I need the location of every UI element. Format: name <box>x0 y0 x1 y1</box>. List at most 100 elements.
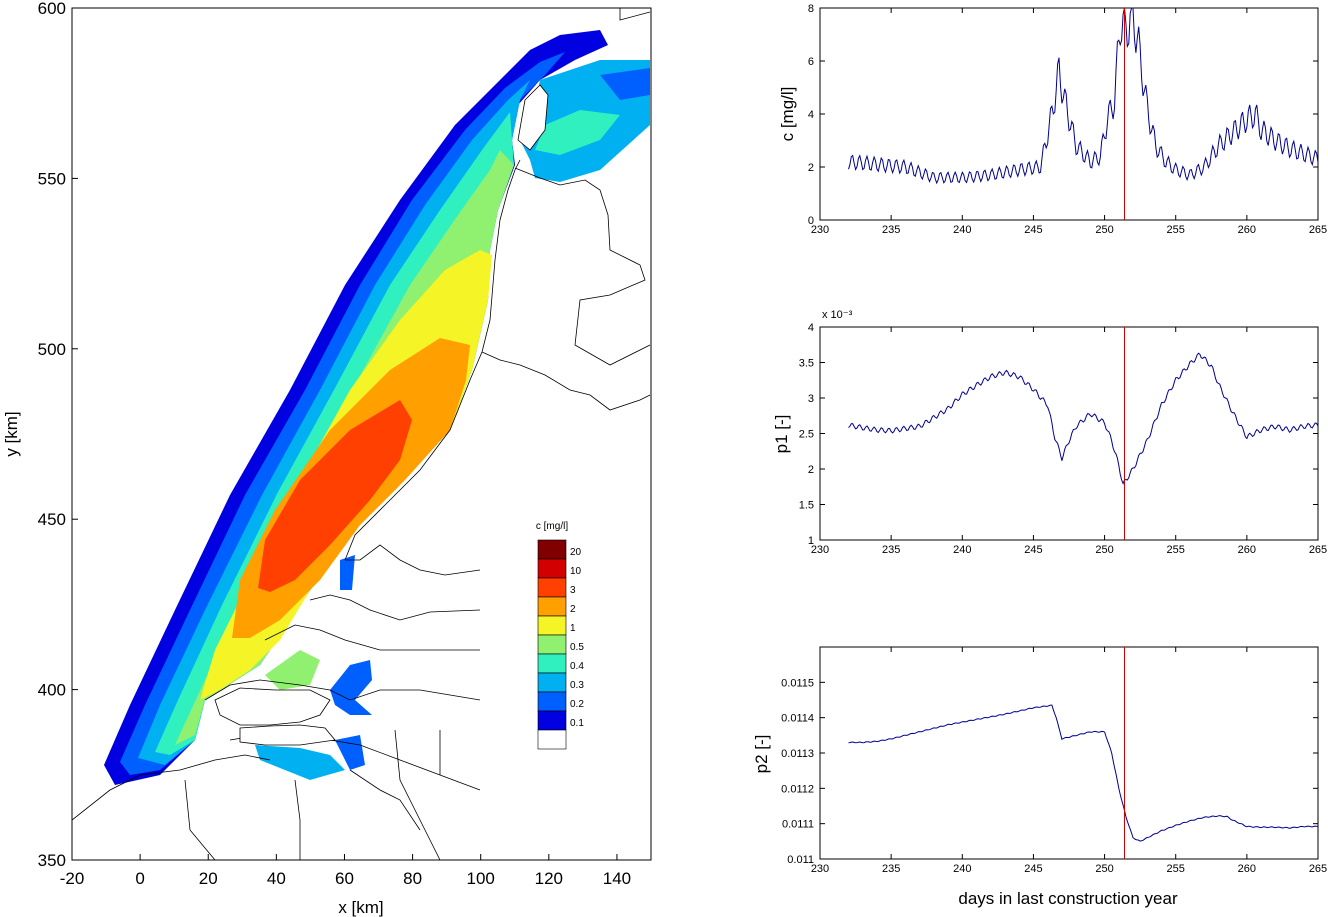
estuary-patch-3 <box>335 735 365 770</box>
wadden-patch-light <box>535 110 620 155</box>
map-contours <box>72 8 651 860</box>
map-axes-box <box>71 7 652 861</box>
colorbar-label: 2 <box>570 604 576 615</box>
x-tick-label: 230 <box>811 224 829 236</box>
x-tick-label: 240 <box>953 863 971 875</box>
map-y-axis-label: y [km] <box>2 411 21 456</box>
x-tick-label: 265 <box>1309 863 1327 875</box>
x-tick-label: 255 <box>1167 544 1185 556</box>
x-tick-label: 260 <box>1238 224 1256 236</box>
x-tick-label: 230 <box>811 544 829 556</box>
colorbar: c [mg/l] 20 10 3 2 1 0.5 0.4 0.3 0.2 0.1 <box>536 521 584 750</box>
map-x-tick-label: 40 <box>267 869 286 888</box>
c-axis-ticks: 230 235 240 245 250 255 260 265 0 2 4 6 8 <box>808 3 1327 236</box>
map-y-ticks: 350 400 450 500 550 600 <box>38 0 78 870</box>
colorbar-swatch <box>537 615 567 636</box>
wadden-patch-inner <box>600 68 650 100</box>
map-x-tick-label: -20 <box>60 869 85 888</box>
map-y-tick-label: 500 <box>38 340 66 359</box>
p2-axis-ticks: 230 235 240 245 250 255 260 265 0.011 0.0111 0.011… <box>781 647 1327 875</box>
map-x-axis-label: x [km] <box>338 898 383 917</box>
texel-island <box>517 84 549 151</box>
y-tick-label: 1 <box>808 535 814 547</box>
colorbar-label: 0.3 <box>570 680 584 691</box>
y-tick-label: 6 <box>808 56 814 68</box>
y-tick-label: 0.011 <box>787 854 814 866</box>
colorbar-label: 0.1 <box>570 718 584 729</box>
colorbar-label: 0.5 <box>570 642 584 653</box>
y-tick-label: 2 <box>808 464 814 476</box>
estuary-patch-2 <box>255 745 345 780</box>
x-tick-label: 255 <box>1167 224 1185 236</box>
c-y-axis-label: c [mg/l] <box>778 87 797 142</box>
p1-axis-ticks: 230 235 240 245 250 255 260 265 1 1.5 2 2.5 3 3.5 4 <box>799 322 1327 556</box>
colorbar-swatch <box>537 653 567 674</box>
y-tick-label: 0.0113 <box>781 748 814 760</box>
map-y-tick-label: 450 <box>38 510 66 529</box>
x-tick-label: 245 <box>1024 544 1042 556</box>
p2-series-line <box>848 704 1319 842</box>
map-y-tick-label: 400 <box>38 681 66 700</box>
x-tick-label: 265 <box>1309 544 1327 556</box>
x-tick-label: 245 <box>1024 863 1042 875</box>
x-tick-label: 265 <box>1309 224 1327 236</box>
x-tick-label: 230 <box>811 863 829 875</box>
y-tick-label: 0.0114 <box>781 713 814 725</box>
timeseries-p1: 230 235 240 245 250 255 260 265 1 1.5 2 2.5 3 3.5 4 x … <box>772 309 1327 556</box>
p1-series-line <box>848 352 1319 485</box>
y-tick-label: 3 <box>808 393 814 405</box>
colorbar-swatch <box>537 691 567 712</box>
colorbar-swatch <box>537 634 567 655</box>
map-x-tick-label: 60 <box>335 869 354 888</box>
colorbar-swatch <box>537 577 567 598</box>
zeeland-island-2 <box>239 724 336 746</box>
concentration-map: -20 0 20 40 60 80 100 120 140 350400450500550600… <box>2 0 652 917</box>
x-tick-label: 235 <box>882 863 900 875</box>
y-tick-label: 2.5 <box>799 429 814 441</box>
estuary-patch-4 <box>265 650 320 690</box>
p1-axes-box <box>819 326 1319 541</box>
map-x-tick-label: 0 <box>135 869 144 888</box>
colorbar-label: 1 <box>570 623 576 634</box>
y-tick-label: 2 <box>808 162 814 174</box>
y-tick-label: 3.5 <box>799 358 814 370</box>
map-x-tick-label: 80 <box>403 869 422 888</box>
x-tick-label: 245 <box>1024 224 1042 236</box>
estuary-patch <box>330 660 372 715</box>
p2-y-axis-label: p2 [-] <box>752 735 771 774</box>
x-tick-label: 240 <box>953 224 971 236</box>
x-tick-label: 250 <box>1095 544 1113 556</box>
colorbar-swatch <box>537 558 567 579</box>
x-tick-label: 250 <box>1095 224 1113 236</box>
timeseries-c: 230 235 240 245 250 255 260 265 0 2 4 6 8 c [mg/l] <box>778 3 1327 236</box>
colorbar-label: 0.2 <box>570 699 584 710</box>
y-tick-label: 8 <box>808 3 814 15</box>
x-tick-label: 235 <box>882 224 900 236</box>
colorbar-swatches: 20 10 3 2 1 0.5 0.4 0.3 0.2 0.1 <box>537 539 584 750</box>
map-y-tick-label: 550 <box>38 169 66 188</box>
x-tick-label: 240 <box>953 544 971 556</box>
colorbar-swatch <box>537 539 567 560</box>
colorbar-title: c [mg/l] <box>536 521 568 532</box>
colorbar-label: 10 <box>570 566 582 577</box>
coastline <box>72 8 651 860</box>
y-tick-label: 4 <box>808 322 814 334</box>
map-y-tick-label: 350 <box>38 851 66 870</box>
colorbar-label: 0.4 <box>570 661 584 672</box>
y-tick-label: 0 <box>808 215 814 227</box>
colorbar-swatch <box>537 710 567 731</box>
x-tick-label: 235 <box>882 544 900 556</box>
c-series-line <box>848 7 1319 185</box>
colorbar-swatch <box>537 729 567 750</box>
zeeland-island-1 <box>214 687 331 726</box>
p1-exponent-label: x 10⁻³ <box>822 309 853 321</box>
timeseries-p2: 230 235 240 245 250 255 260 265 0.011 0.0111 0.011… <box>752 646 1327 908</box>
contour-band-3 <box>258 400 412 592</box>
y-tick-label: 0.0112 <box>781 783 814 795</box>
x-tick-label: 250 <box>1095 863 1113 875</box>
x-tick-label: 255 <box>1167 863 1185 875</box>
map-x-ticks: -20 0 20 40 60 80 100 120 140 <box>60 854 631 888</box>
colorbar-label: 3 <box>570 585 576 596</box>
y-tick-label: 0.0111 <box>782 819 814 831</box>
y-tick-label: 1.5 <box>799 500 814 512</box>
